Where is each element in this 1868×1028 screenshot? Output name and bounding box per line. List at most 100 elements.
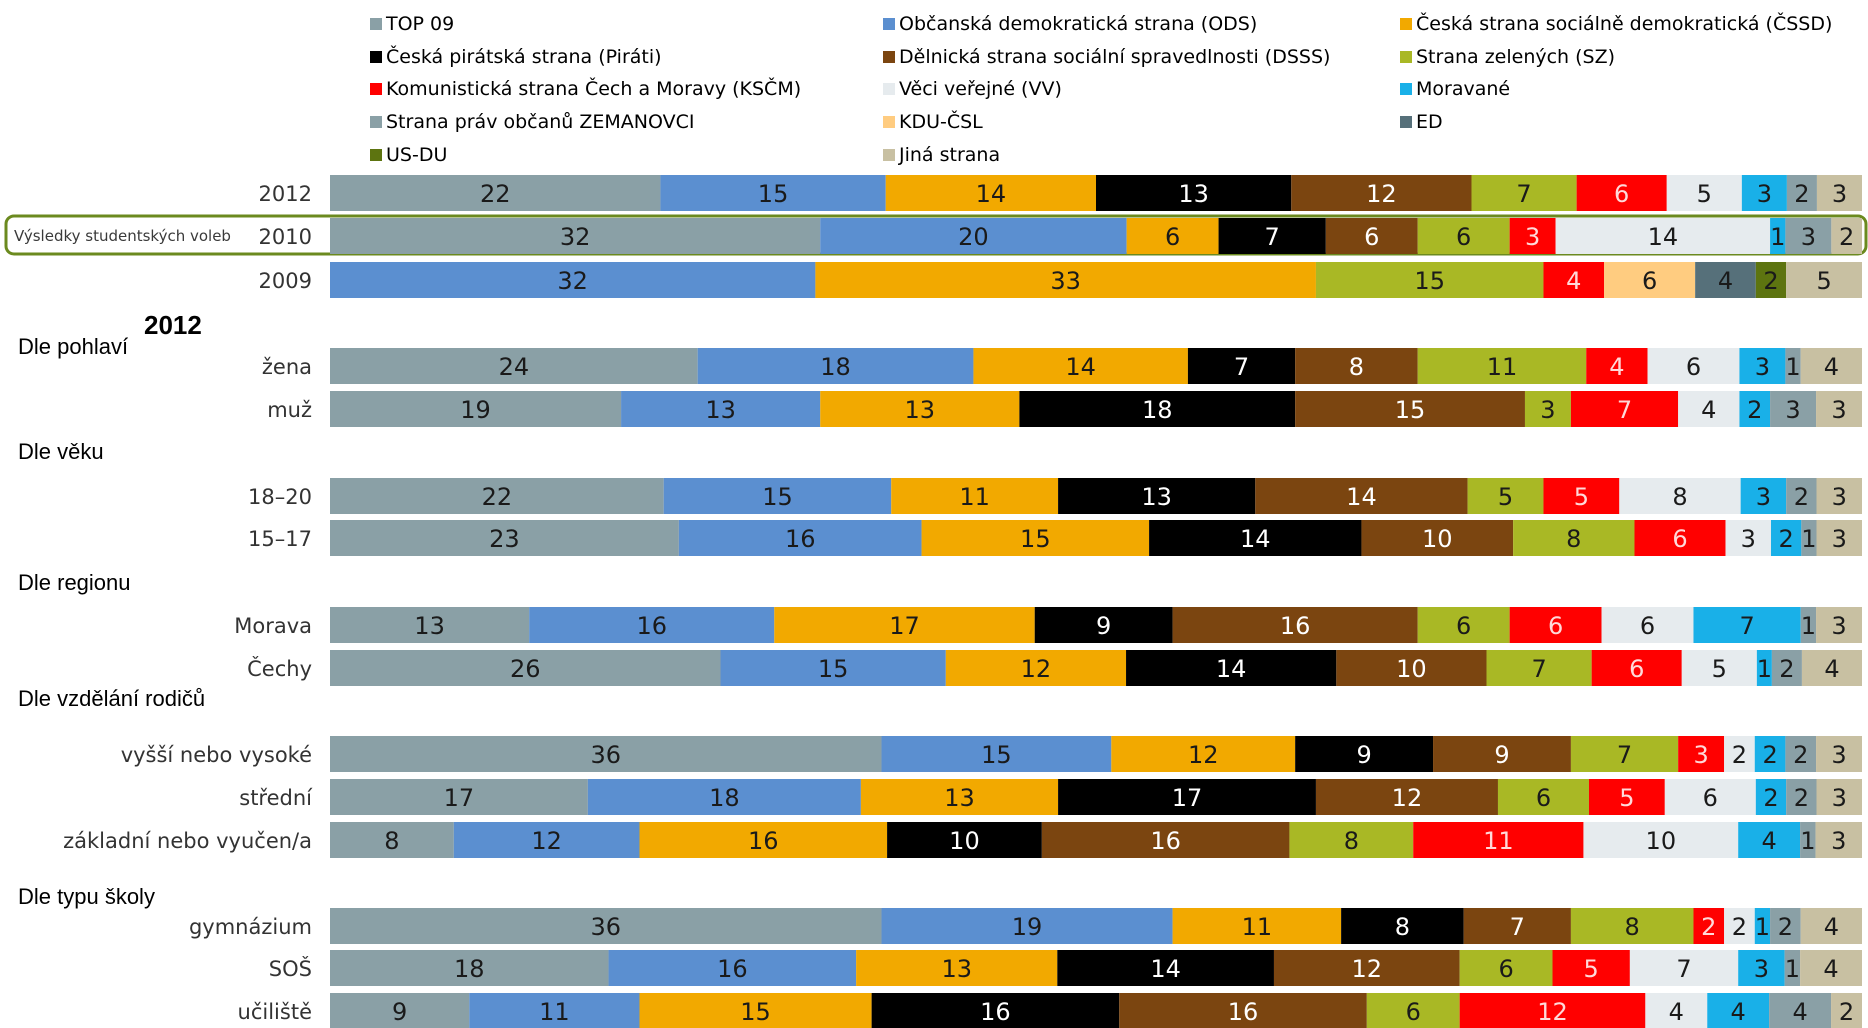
section-label: Dle vzdělání rodičů [18,686,205,711]
bar-value-label: 13 [705,396,736,424]
bar-value-label: 18 [454,955,485,983]
bar-value-label: 17 [444,784,475,812]
bar-segment [1754,908,1771,944]
bar-value-label: 6 [1165,223,1180,251]
bar-segment [1770,391,1817,427]
row-label: učiliště [238,1000,312,1024]
bar-value-label: 16 [980,998,1011,1026]
bar-value-label: 7 [1510,913,1525,941]
legend-swatch [883,18,895,30]
bar-value-label: 16 [1150,827,1181,855]
bar-segment [1289,822,1414,858]
bar-segment [330,218,821,254]
bar-value-label: 2 [1763,784,1778,812]
bar-segment [1172,908,1342,944]
bar-value-label: 10 [1396,655,1427,683]
legend-label: Strana práv občanů ZEMANOVCI [386,111,695,133]
bar-segment [1570,908,1694,944]
row-label: gymnázium [189,915,312,939]
row-label: muž [267,398,312,422]
bar-value-label: 7 [1676,955,1691,983]
bar-value-label: 5 [1712,655,1727,683]
row-label: základní nebo vyučen/a [63,829,312,853]
bar-value-label: 19 [460,396,491,424]
bar-value-label: 2 [1732,741,1747,769]
bar-value-label: 4 [1609,353,1624,381]
bar-segment [881,736,1112,772]
bar-value-label: 4 [1824,913,1839,941]
row-label: 2010 [259,225,312,249]
bar-segment [1570,736,1679,772]
bar-segment [639,822,888,858]
bar-value-label: 10 [1646,827,1677,855]
row-label: žena [262,355,312,379]
bar-segment [330,993,470,1028]
bar-value-label: 7 [1617,396,1632,424]
bar-value-label: 22 [482,483,513,511]
row-label: střední [239,786,313,810]
bar-value-label: 4 [1762,827,1777,855]
bar-value-label: 16 [748,827,779,855]
bar-value-label: 2 [1794,784,1809,812]
bar-value-label: 33 [1050,267,1081,295]
bar-segment [856,950,1058,986]
bar-value-label: 8 [1349,353,1364,381]
bar-segment [697,348,974,384]
bar-value-label: 14 [1648,223,1679,251]
bar-value-label: 9 [1356,741,1371,769]
bar-segment [1678,736,1725,772]
bar-value-label: 13 [944,784,975,812]
bar-value-label: 18 [709,784,740,812]
bar-segment [1111,736,1296,772]
bar-value-label: 2 [1839,998,1854,1026]
bar-segment [1417,607,1510,643]
bar-segment [1341,908,1464,944]
bar-segment [1619,478,1741,514]
bar-value-label: 12 [531,827,562,855]
bar-segment [1588,779,1665,815]
bar-value-label: 2 [1794,483,1809,511]
bar-segment [1019,391,1296,427]
bar-segment [885,175,1096,211]
bar-segment [1058,478,1256,514]
bar-segment [1740,478,1787,514]
bar-segment [973,348,1188,384]
bar-value-label: 13 [414,612,445,640]
bar-segment [1770,520,1802,556]
bar-value-label: 7 [1516,180,1531,208]
bar-value-label: 4 [1792,998,1807,1026]
bar-segment [1486,650,1592,686]
bar-segment [820,391,1020,427]
bar-value-label: 6 [1456,612,1471,640]
bar-value-label: 8 [1672,483,1687,511]
bar-segment [1707,993,1770,1028]
bar-segment [1815,822,1862,858]
bar-value-label: 7 [1265,223,1280,251]
bar-segment [774,607,1035,643]
legend-label: Strana zelených (SZ) [1416,46,1615,68]
bar-segment [1739,391,1771,427]
bar-segment [891,478,1059,514]
bar-value-label: 4 [1824,353,1839,381]
bar-segment [1756,650,1772,686]
legend-swatch [883,149,895,161]
legend-swatch [883,116,895,128]
bar-segment [1041,822,1290,858]
legend-label: Věci veřejné (VV) [899,78,1062,100]
bar-value-label: 9 [1494,741,1509,769]
bar-value-label: 3 [1832,784,1847,812]
bar-segment [639,993,872,1028]
bar-segment [1816,779,1862,815]
bar-segment [1634,520,1726,556]
bar-value-label: 3 [1754,955,1769,983]
bar-value-label: 20 [958,223,989,251]
bar-value-label: 3 [1540,396,1555,424]
bar-value-label: 6 [1629,655,1644,683]
bar-value-label: 19 [1012,913,1043,941]
bar-value-label: 1 [1785,955,1800,983]
bar-value-label: 6 [1456,223,1471,251]
legend-swatch [370,83,382,95]
bar-value-label: 5 [1574,483,1589,511]
bar-segment [1724,736,1755,772]
bar-segment [1555,218,1771,254]
